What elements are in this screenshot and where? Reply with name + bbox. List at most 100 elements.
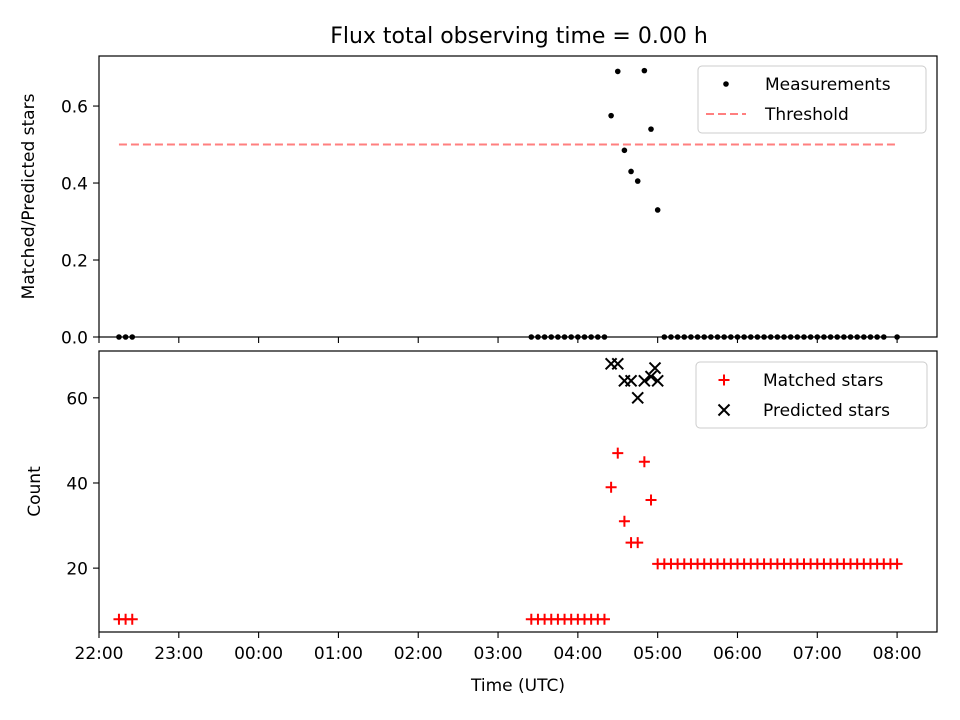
- measurement-point: [894, 334, 900, 340]
- measurement-point: [648, 126, 654, 132]
- matched-stars-point: [645, 494, 657, 506]
- measurement-point: [661, 334, 668, 340]
- measurement-point: [761, 334, 767, 340]
- x-tick-label: 00:00: [234, 644, 283, 664]
- measurement-point: [807, 334, 814, 340]
- legend: Matched stars Predicted stars: [695, 361, 928, 429]
- legend-label: Threshold: [764, 105, 849, 125]
- measurement-point: [561, 334, 568, 340]
- matched-stars-point: [632, 537, 644, 549]
- measurement-point: [668, 334, 674, 340]
- x-tick-label: 03:00: [474, 644, 523, 664]
- measurement-point: [654, 207, 661, 213]
- y-tick-label: 20: [66, 560, 88, 580]
- predicted-stars-point: [638, 374, 651, 388]
- measurement-point: [721, 334, 727, 340]
- measurement-point: [674, 334, 681, 340]
- matched-stars-point: [126, 613, 138, 625]
- measurement-point: [754, 334, 761, 340]
- legend: Measurements Threshold: [697, 65, 927, 134]
- measurement-point: [854, 334, 860, 340]
- y-axis-label: Matched/Predicted stars: [19, 93, 39, 299]
- matched-stars-point: [618, 515, 630, 527]
- measurement-point: [714, 334, 721, 340]
- measurement-point: [767, 334, 774, 340]
- measurement-point: [555, 334, 561, 340]
- measurement-point: [741, 334, 747, 340]
- measurement-point: [701, 334, 708, 340]
- matched-stars-point: [605, 481, 617, 493]
- measurement-point: [781, 334, 787, 340]
- x-tick-label: 06:00: [713, 644, 762, 664]
- measurement-point: [774, 334, 781, 340]
- measurement-point: [641, 67, 648, 74]
- y-tick-label: 0.2: [61, 252, 88, 272]
- count-panel: 20 40 60 22:00 23:00 00:00 01:00 02:00 03:00 04:0…: [25, 350, 938, 696]
- measurement-point: [634, 178, 641, 184]
- y-tick-label: 60: [66, 389, 88, 409]
- measurement-point: [867, 334, 874, 340]
- measurement-point: [874, 334, 880, 340]
- y-tick-label: 0.0: [61, 329, 88, 349]
- measurement-point: [841, 334, 847, 340]
- series-marks: [116, 67, 900, 340]
- measurement-point: [688, 334, 694, 340]
- measurement-point: [621, 147, 628, 154]
- measurement-point: [595, 334, 601, 340]
- measurement-point: [535, 334, 541, 340]
- measurement-point: [528, 334, 535, 340]
- measurement-point: [814, 334, 821, 340]
- y-axis-label: Count: [25, 466, 45, 517]
- y-tick-label: 0.6: [61, 98, 88, 118]
- predicted-stars-point: [631, 391, 644, 405]
- x-tick-label: 01:00: [314, 644, 363, 664]
- measurement-point: [575, 334, 581, 340]
- measurement-point: [747, 334, 754, 340]
- measurement-point: [794, 334, 801, 340]
- x-tick-label: 22:00: [75, 644, 124, 664]
- measurement-point: [548, 334, 555, 340]
- measurement-point: [880, 334, 887, 340]
- measurement-point: [694, 334, 701, 340]
- ratio-panel: 0.0 0.2 0.4 0.6 Matched/Predicted stars Measu…: [19, 55, 938, 349]
- legend-marker-measurements: [723, 81, 729, 87]
- measurement-point: [728, 334, 734, 340]
- measurement-point: [116, 334, 122, 340]
- predicted-stars-point: [651, 374, 664, 388]
- measurement-point: [541, 334, 548, 340]
- x-tick-label: 05:00: [633, 644, 682, 664]
- measurement-point: [847, 334, 854, 340]
- y-tick-label: 40: [66, 474, 88, 494]
- measurement-point: [821, 334, 827, 340]
- legend-label: Matched stars: [763, 371, 883, 391]
- x-tick-label: 07:00: [793, 644, 842, 664]
- legend-box: [697, 65, 927, 134]
- measurement-point: [614, 68, 621, 75]
- measurement-point: [734, 334, 741, 340]
- legend-label: Predicted stars: [763, 401, 890, 421]
- plot-area: [98, 55, 938, 338]
- measurement-point: [588, 334, 594, 340]
- x-tick-label: 08:00: [873, 644, 922, 664]
- legend-label: Measurements: [765, 75, 891, 95]
- plot-area: [98, 350, 938, 633]
- y-tick-label: 0.4: [61, 175, 88, 195]
- x-tick-label: 04:00: [553, 644, 602, 664]
- predicted-stars-point: [611, 357, 624, 370]
- measurement-point: [827, 334, 834, 340]
- measurement-point: [122, 334, 129, 340]
- matched-stars-point: [612, 447, 624, 459]
- measurement-point: [708, 334, 714, 340]
- measurement-point: [787, 334, 794, 340]
- measurement-point: [861, 334, 867, 340]
- measurement-point: [834, 334, 841, 340]
- legend-box: [695, 361, 928, 429]
- measurement-point: [628, 168, 634, 175]
- measurement-point: [601, 334, 608, 340]
- predicted-stars-point: [648, 361, 662, 375]
- x-tick-label: 02:00: [394, 644, 443, 664]
- matched-stars-point: [598, 613, 610, 625]
- matched-stars-point: [891, 558, 903, 570]
- legend-marker-matched: [718, 374, 730, 386]
